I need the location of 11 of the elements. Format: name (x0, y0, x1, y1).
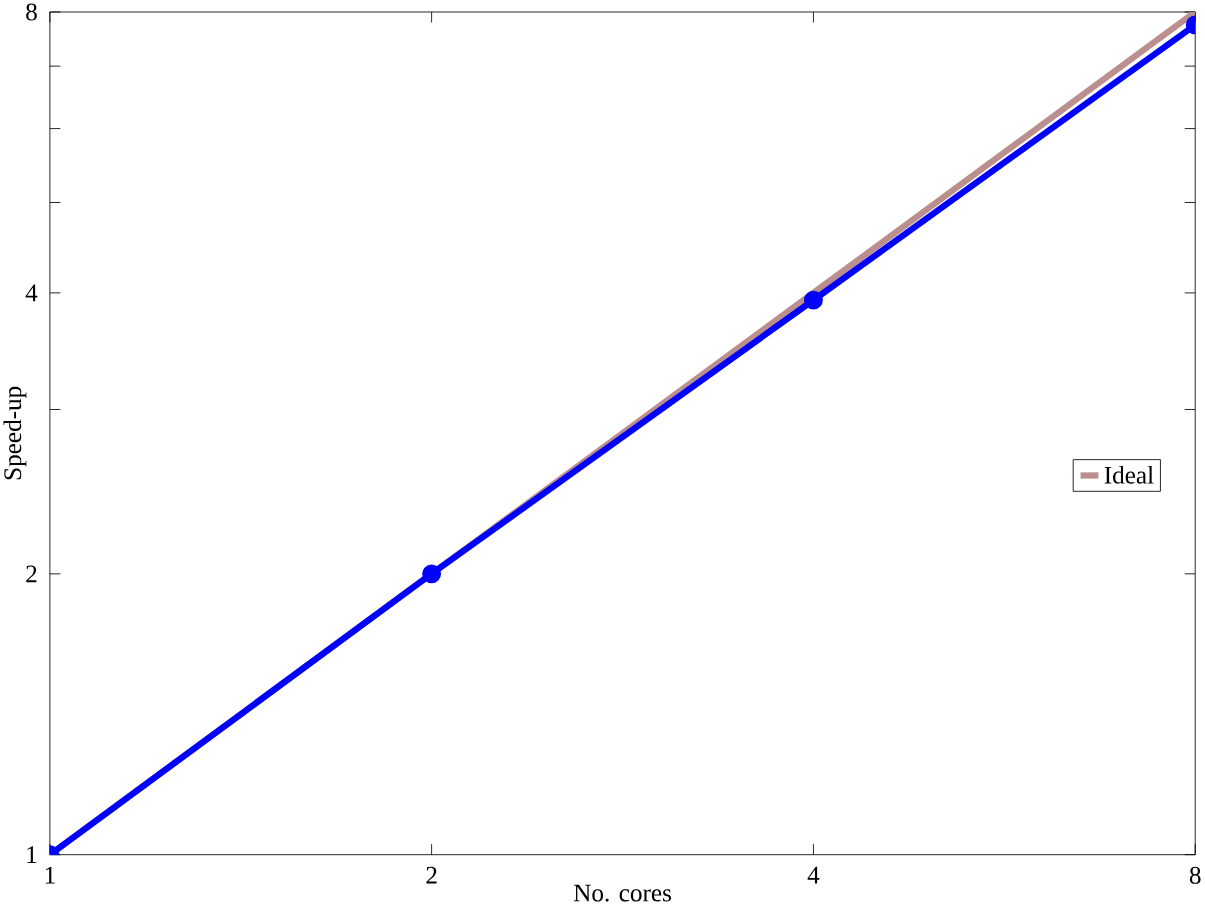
y-tick-label: 2 (26, 565, 37, 583)
x-axis-title: No. cores (573, 884, 671, 902)
x-tick-label: 1 (45, 866, 55, 884)
y-tick-label: 4 (25, 284, 38, 302)
legend-label: Ideal (1104, 465, 1154, 484)
y-tick-label: 8 (26, 3, 37, 21)
x-tick-label: 8 (1189, 866, 1201, 884)
y-axis-title: Speed-up (3, 386, 27, 480)
x-tick-label: 4 (807, 866, 820, 884)
x-tick-label: 2 (426, 866, 437, 884)
y-tick-label: 1 (27, 846, 37, 863)
